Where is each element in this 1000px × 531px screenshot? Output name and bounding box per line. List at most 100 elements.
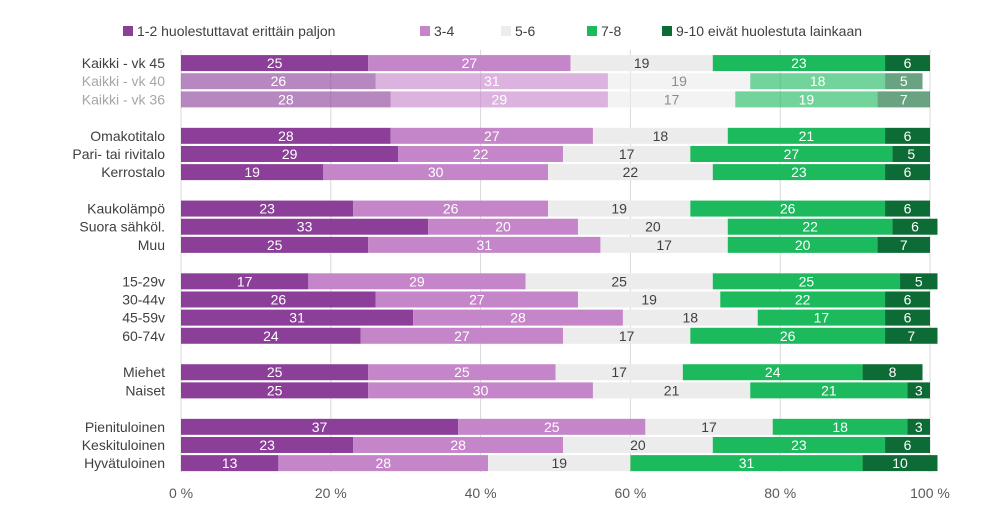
data-label: 3 [915,419,923,435]
bar-segment [368,236,601,253]
bar-segment [712,55,886,72]
bar-segment [885,291,930,308]
data-label: 5 [900,73,908,89]
category-label-naiset: Naiset [125,382,165,398]
data-label: 20 [495,219,511,235]
data-label: 25 [454,364,470,380]
data-label: 26 [780,328,796,344]
legend-swatch [501,26,511,36]
bar-segment [885,436,930,453]
bar-segment [712,436,886,453]
category-label-30-44v: 30-44v [122,291,165,307]
data-label: 17 [237,273,253,289]
data-label: 6 [911,219,919,235]
data-label: 23 [259,437,275,453]
category-labels: Kaikki - vk 45 Kaikki - vk 40 Kaikki - vk … [72,55,165,471]
bar-segment [323,164,549,181]
data-label: 17 [619,328,635,344]
data-label: 28 [450,437,466,453]
category-label-miehet: Miehet [123,364,165,380]
bar-segment [181,309,414,326]
data-label: 22 [795,291,811,307]
bar-segment [645,418,773,435]
data-label: 31 [477,237,493,253]
bar-segment [682,364,863,381]
bar-segment [900,273,938,290]
bar-segment [570,55,713,72]
data-label: 20 [630,437,646,453]
bar-segment [892,145,930,162]
data-label: 29 [492,91,508,107]
data-label: 7 [907,328,915,344]
x-tick-label: 0 % [169,485,193,501]
bars [181,55,938,472]
data-label: 26 [780,201,796,217]
legend-swatch [587,26,597,36]
bar-segment [862,364,923,381]
data-label: 17 [656,237,672,253]
data-label: 21 [799,128,815,144]
bar-segment [458,418,646,435]
bar-segment [577,218,728,235]
bar-segment [907,382,930,399]
bar-segment [885,55,930,72]
category-label-kaikki-vk-36: Kaikki - vk 36 [82,91,165,107]
data-label: 25 [267,382,283,398]
bar-segment [368,55,571,72]
data-label: 6 [904,201,912,217]
data-label: 22 [623,164,639,180]
bar-segment [181,200,354,217]
bar-segment [398,145,563,162]
data-label: 19 [671,73,687,89]
bar-segment [885,73,923,90]
bar-segment [181,218,429,235]
bar-segment [712,164,886,181]
bar-segment [375,291,578,308]
data-label: 24 [263,328,279,344]
bar-segment [607,73,751,90]
data-label: 29 [282,146,298,162]
data-label: 25 [267,237,283,253]
data-label: 6 [904,437,912,453]
bar-segment [181,327,361,344]
bar-segment [278,455,489,472]
bar-segment [375,73,608,90]
data-label: 19 [551,455,567,471]
bar-segment [181,382,369,399]
bar-segment [428,218,578,235]
category-label-keskituloinen: Keskituloinen [82,437,165,453]
data-label: 26 [271,291,287,307]
bar-segment [735,91,878,108]
data-label: 25 [799,273,815,289]
bar-segment [181,436,354,453]
bar-segment [877,91,930,108]
data-label: 28 [278,128,294,144]
x-axis: 0 % 20 % 40 % 60 % 80 % 100 % [169,485,950,501]
bar-segment [353,436,563,453]
data-label: 17 [664,91,680,107]
data-label: 23 [259,201,275,217]
data-label: 17 [814,310,830,326]
data-label: 19 [611,201,627,217]
category-label-suora-sahkol: Suora sähköl. [79,219,165,235]
data-label: 37 [312,419,328,435]
x-tick-label: 100 % [910,485,950,501]
x-tick-label: 60 % [614,485,646,501]
data-label: 21 [821,382,837,398]
bar-segment [548,164,713,181]
data-label: 26 [443,201,459,217]
bar-segment [720,291,886,308]
bar-segment [592,382,751,399]
bar-segment [690,145,893,162]
data-label: 19 [244,164,260,180]
data-label: 31 [739,455,755,471]
legend-swatch [420,26,430,36]
bar-segment [877,236,930,253]
data-label: 6 [904,291,912,307]
bar-segment [577,291,721,308]
data-label: 23 [791,55,807,71]
category-label-pari-tai-rivitalo: Pari- tai rivitalo [72,146,165,162]
legend-label: 1-2 huolestuttavat erittäin paljon [137,23,335,39]
category-label-omakotitalo: Omakotitalo [90,128,165,144]
category-label-hyvatuloinen: Hyvätuloinen [84,455,165,471]
